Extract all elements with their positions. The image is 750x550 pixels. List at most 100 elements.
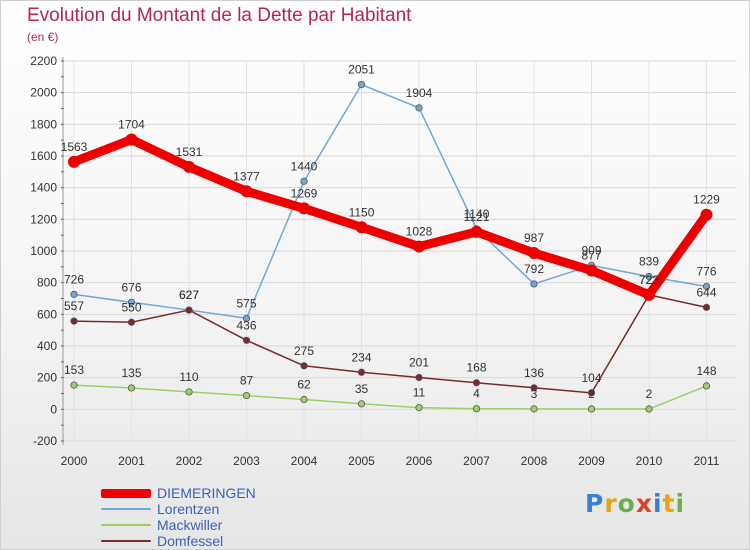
y-tick-label: 1600 bbox=[30, 149, 57, 163]
legend-swatch bbox=[101, 540, 151, 542]
data-label: 148 bbox=[696, 364, 716, 378]
data-label: 726 bbox=[64, 272, 84, 286]
data-label: 1269 bbox=[291, 186, 318, 200]
legend-swatch bbox=[101, 508, 151, 510]
data-point-domfessel bbox=[357, 368, 366, 376]
data-label: 1377 bbox=[233, 169, 260, 183]
data-label: 2 bbox=[646, 387, 653, 401]
data-point-diemeringen bbox=[528, 247, 540, 260]
data-point-lorentzen bbox=[702, 282, 711, 291]
data-label: 776 bbox=[696, 264, 716, 278]
data-point-diemeringen bbox=[298, 202, 310, 215]
x-tick-label: 2004 bbox=[291, 454, 318, 468]
data-point-mackwiller bbox=[357, 400, 366, 408]
data-point-domfessel bbox=[415, 373, 423, 382]
data-label: 723 bbox=[639, 273, 659, 287]
y-tick-label: 600 bbox=[37, 307, 57, 321]
legend-label: Mackwiller bbox=[157, 517, 223, 533]
x-tick-label: 2007 bbox=[463, 454, 490, 468]
data-label: 839 bbox=[639, 254, 659, 268]
legend: DIEMERINGEN Lorentzen Mackwiller Domfessel bbox=[101, 485, 256, 549]
data-label: 575 bbox=[236, 296, 256, 310]
data-point-diemeringen bbox=[643, 288, 655, 301]
x-tick-label: 2006 bbox=[406, 454, 433, 468]
logo-letter: o bbox=[617, 489, 636, 518]
data-label: 104 bbox=[581, 371, 601, 385]
data-point-lorentzen bbox=[357, 80, 366, 89]
x-tick-label: 2001 bbox=[118, 454, 145, 468]
data-point-domfessel bbox=[300, 362, 308, 370]
data-label: 168 bbox=[466, 361, 486, 375]
data-point-mackwiller bbox=[242, 391, 251, 400]
legend-label: Lorentzen bbox=[157, 501, 220, 517]
chart-title: Evolution du Montant de la Dette par Hab… bbox=[27, 5, 412, 26]
data-point-lorentzen bbox=[300, 177, 308, 185]
legend-item: Domfessel bbox=[101, 533, 256, 549]
data-point-domfessel bbox=[530, 384, 538, 392]
data-label: 1904 bbox=[406, 86, 433, 100]
data-point-mackwiller bbox=[702, 382, 711, 390]
data-point-diemeringen bbox=[700, 208, 713, 221]
data-point-lorentzen bbox=[127, 298, 136, 306]
y-tick-label: 1000 bbox=[30, 244, 57, 258]
data-point-diemeringen bbox=[355, 221, 368, 234]
proxiti-logo: Proxiti bbox=[585, 489, 685, 518]
data-point-lorentzen bbox=[530, 280, 538, 288]
y-tick-label: 1400 bbox=[30, 181, 57, 195]
logo-letter: r bbox=[604, 489, 618, 518]
data-label: 1150 bbox=[349, 205, 375, 219]
data-point-lorentzen bbox=[70, 290, 78, 298]
y-tick-label: 200 bbox=[37, 371, 57, 385]
logo-letter: i bbox=[675, 489, 686, 518]
data-label: 11 bbox=[413, 386, 426, 400]
data-label: 1028 bbox=[406, 225, 433, 239]
chart-subtitle: (en €) bbox=[27, 30, 59, 44]
data-label: 644 bbox=[696, 285, 716, 299]
data-label: 436 bbox=[236, 318, 256, 332]
x-tick-label: 2002 bbox=[176, 454, 203, 468]
y-tick-label: -200 bbox=[33, 434, 57, 448]
data-label: 792 bbox=[524, 262, 544, 276]
data-label: 1229 bbox=[693, 193, 720, 207]
data-label: 275 bbox=[294, 344, 314, 358]
legend-label: DIEMERINGEN bbox=[157, 485, 256, 501]
data-label: 550 bbox=[121, 300, 141, 314]
data-label: 62 bbox=[297, 378, 311, 392]
data-label: 877 bbox=[581, 248, 601, 262]
data-label: 1531 bbox=[176, 145, 203, 159]
logo-letter: P bbox=[585, 489, 605, 518]
data-point-mackwiller bbox=[185, 388, 193, 396]
x-tick-label: 2005 bbox=[348, 454, 375, 468]
data-point-mackwiller bbox=[645, 405, 653, 413]
y-tick-label: 2000 bbox=[30, 86, 57, 100]
x-tick-label: 2009 bbox=[578, 454, 605, 468]
data-label: 234 bbox=[351, 350, 371, 364]
data-point-domfessel bbox=[127, 318, 136, 326]
data-point-domfessel bbox=[587, 389, 596, 397]
data-label: 723 bbox=[639, 273, 659, 287]
data-label: 2051 bbox=[348, 63, 375, 77]
data-label: 135 bbox=[121, 366, 141, 380]
series-line-domfessel bbox=[73, 294, 708, 394]
data-point-mackwiller bbox=[300, 395, 308, 404]
data-label: 153 bbox=[64, 363, 84, 377]
legend-item: Mackwiller bbox=[101, 517, 256, 533]
y-tick-label: 2200 bbox=[30, 54, 57, 68]
data-point-diemeringen bbox=[240, 185, 253, 198]
legend-item: DIEMERINGEN bbox=[101, 485, 256, 501]
data-label: 676 bbox=[121, 280, 141, 294]
x-tick-label: 2008 bbox=[521, 454, 548, 468]
y-tick-label: 1800 bbox=[30, 117, 57, 131]
x-tick-label: 2003 bbox=[233, 454, 260, 468]
legend-swatch bbox=[101, 488, 151, 498]
data-label: 110 bbox=[179, 370, 198, 384]
data-point-lorentzen bbox=[645, 272, 653, 281]
logo-letter: x bbox=[635, 489, 653, 518]
series-line-mackwiller bbox=[73, 384, 708, 410]
y-tick-label: 1200 bbox=[30, 212, 57, 226]
data-label: 136 bbox=[524, 366, 544, 380]
legend-label: Domfessel bbox=[157, 533, 224, 549]
data-point-domfessel bbox=[472, 379, 481, 387]
